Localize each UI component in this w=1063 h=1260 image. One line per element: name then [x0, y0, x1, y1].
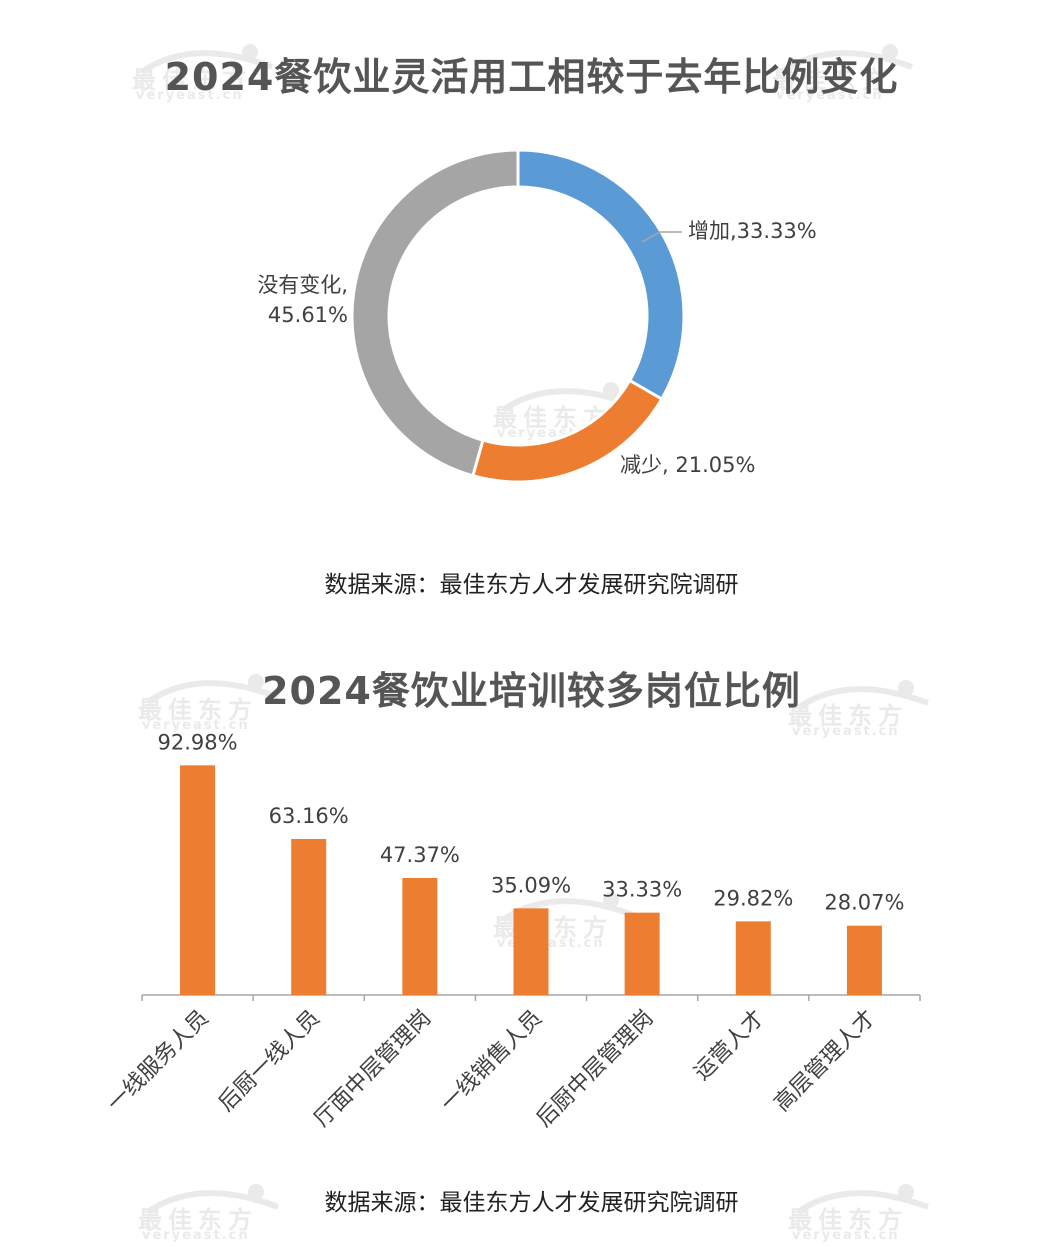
donut-chart: 增加,33.33% 减少, 21.05% 没有变化, 45.61%	[257, 148, 817, 484]
bar-value-label: 33.33%	[602, 878, 682, 902]
watermark-text: 最佳东方	[788, 1206, 908, 1234]
watermark-text: 最佳东方	[132, 66, 252, 94]
bar-chart-source: 数据来源：最佳东方人才发展研究院调研	[324, 1190, 739, 1216]
watermark-logo-icon	[796, 1184, 930, 1215]
donut-leader-line	[641, 231, 682, 243]
bar	[402, 877, 438, 995]
watermark-url: veryeast.cn	[792, 1228, 900, 1243]
donut-slice	[350, 148, 520, 478]
watermark-url: veryeast.cn	[142, 1228, 250, 1243]
bar-value-label: 28.07%	[824, 891, 904, 915]
watermark: 最佳东方 veryeast.cn	[772, 42, 922, 103]
watermark-text: 最佳东方	[138, 1206, 258, 1234]
x-tick-label: 后厨一线人员	[214, 1006, 325, 1117]
bar	[180, 765, 216, 995]
bar-chart-title: 2024餐饮业培训较多岗位比例	[262, 669, 801, 713]
x-tick-label: 一线服务人员	[103, 1006, 214, 1117]
watermark: 最佳东方 veryeast.cn	[788, 1182, 938, 1243]
donut-chart-title: 2024餐饮业灵活用工相较于去年比例变化	[164, 55, 899, 99]
watermark-logo-icon	[796, 680, 930, 711]
bar-value-label: 47.37%	[380, 843, 460, 867]
watermark-text: 最佳东方	[138, 696, 258, 724]
watermark-text: 最佳东方	[772, 66, 892, 94]
x-tick-label: 高层管理人才	[770, 1006, 881, 1117]
donut-slice-label: 没有变化, 45.61%	[257, 273, 348, 327]
watermark-text: 最佳东方	[493, 914, 613, 942]
donut-slice-label: 减少, 21.05%	[620, 453, 755, 477]
watermark-url: veryeast.cn	[142, 718, 250, 733]
x-tick-label: 后厨中层管理岗	[532, 1006, 659, 1133]
bar	[513, 908, 549, 995]
donut-chart-source: 数据来源：最佳东方人才发展研究院调研	[324, 572, 739, 598]
watermark: 最佳东方 veryeast.cn	[788, 678, 938, 739]
watermark-url: veryeast.cn	[792, 724, 900, 739]
bar	[291, 838, 327, 995]
watermark-logo-icon	[140, 44, 274, 75]
bar	[846, 925, 882, 995]
watermark-logo-icon	[146, 674, 280, 705]
watermark-logo-icon	[780, 44, 914, 75]
bar-chart: 92.98% 一线服务人员 63.16% 后厨一线人员 47.37% 厅面中层管理岗 35.…	[103, 730, 921, 1133]
bar-value-label: 63.16%	[269, 804, 349, 828]
x-tick-label: 运营人才	[690, 1006, 770, 1086]
watermark: 最佳东方 veryeast.cn	[138, 1182, 288, 1243]
bar-value-label: 92.98%	[158, 730, 238, 754]
watermark: 最佳东方 veryeast.cn	[493, 890, 643, 951]
x-tick-label: 厅面中层管理岗	[310, 1006, 437, 1133]
donut-slice-label: 增加,33.33%	[688, 219, 817, 243]
watermark-url: veryeast.cn	[776, 88, 884, 103]
watermark-logo-icon	[146, 1184, 280, 1215]
watermark: 最佳东方 veryeast.cn	[132, 42, 282, 103]
bar-value-label: 29.82%	[713, 886, 793, 910]
watermark-url: veryeast.cn	[136, 88, 244, 103]
x-tick-label: 一线销售人员	[436, 1006, 547, 1117]
bar-value-label: 35.09%	[491, 873, 571, 897]
watermark: 最佳东方 veryeast.cn	[138, 672, 288, 733]
bar	[735, 921, 771, 995]
watermark-text: 最佳东方	[788, 702, 908, 730]
bar	[624, 912, 660, 995]
